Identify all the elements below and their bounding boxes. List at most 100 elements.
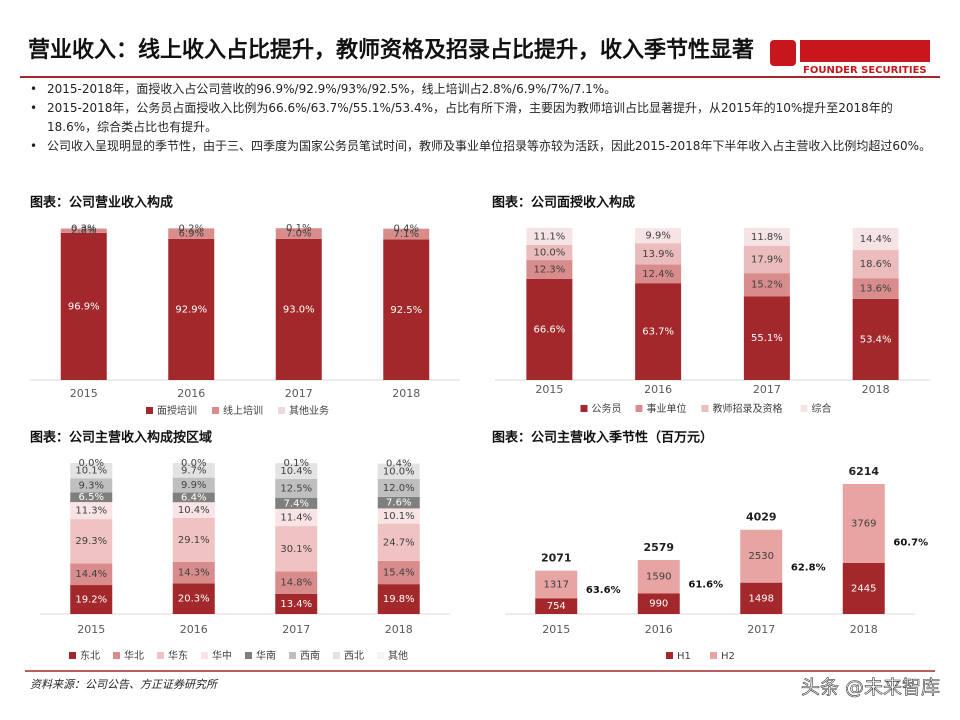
bar-segment — [172, 477, 215, 493]
legend-label: 华中 — [212, 649, 232, 662]
value-label: 0.0% — [79, 458, 104, 469]
share-label: 61.6% — [688, 579, 723, 590]
bar-segment — [383, 228, 430, 240]
legend-label: 事业单位 — [647, 402, 687, 415]
share-label: 63.6% — [586, 585, 621, 596]
bar-segment — [635, 283, 682, 380]
legend-label: 教师招录及资格 — [713, 402, 783, 415]
legend-swatch — [800, 405, 808, 412]
slide-title: 营业收入：线上收入占比提升，教师资格及招录占比提升，收入季节性显著 — [28, 38, 755, 63]
bar-segment — [275, 571, 318, 594]
legend-label: H1 — [677, 651, 691, 662]
bar-segment — [637, 593, 680, 614]
bar-segment — [377, 523, 420, 561]
bar-segment — [168, 238, 215, 380]
value-label: 19.8% — [383, 594, 415, 605]
bar-segment — [275, 228, 322, 239]
value-label: 66.6% — [533, 324, 565, 335]
bullets: 2015-2018年，面授收入占公司营收的96.9%/92.9%/93%/92.… — [30, 80, 935, 156]
value-label: 93.0% — [283, 304, 315, 315]
bar-segment — [740, 582, 783, 614]
bar-segment — [377, 463, 420, 479]
bullet: 公司收入呈现明显的季节性，由于三、四季度为国家公务员笔试时间，教师及事业单位招录… — [30, 137, 935, 156]
legend-swatch — [157, 652, 164, 659]
total-label: 6214 — [848, 465, 879, 478]
value-label: 11.3% — [75, 506, 107, 517]
value-label: 10.4% — [280, 466, 312, 477]
value-label: 29.1% — [178, 535, 210, 546]
bar-segment — [377, 463, 420, 464]
bar-segment — [377, 508, 420, 524]
bar-segment — [852, 249, 899, 279]
value-label: 11.1% — [533, 231, 565, 242]
value-label: 63.7% — [642, 327, 674, 338]
value-label: 1590 — [646, 572, 671, 583]
bar-segment — [377, 496, 420, 509]
value-label: 0.4% — [386, 458, 411, 469]
value-label: 10.0% — [383, 466, 415, 477]
logo-text: FOUNDER SECURITIES — [803, 65, 927, 76]
value-label: 6.9% — [179, 229, 204, 240]
legend-swatch — [146, 407, 153, 414]
legend-swatch — [113, 652, 120, 659]
legend-label: 西北 — [344, 650, 364, 662]
watermark: 头条 @未来智库 — [801, 677, 940, 699]
value-label: 12.3% — [533, 264, 565, 275]
legend-label: 华北 — [124, 649, 144, 662]
total-label: 2071 — [541, 552, 572, 565]
value-label: 18.6% — [860, 259, 892, 270]
legend-swatch — [635, 405, 643, 412]
x-tick-label: 2017 — [282, 623, 310, 636]
total-label: 2579 — [643, 541, 674, 554]
value-label: 9.7% — [181, 465, 206, 476]
bar-segment — [526, 260, 573, 279]
value-label: 0.3% — [71, 223, 96, 234]
x-tick-label: 2015 — [77, 623, 105, 636]
bar-segment — [377, 560, 420, 585]
value-label: 20.3% — [178, 594, 210, 605]
legend-swatch — [580, 405, 588, 412]
value-label: 10.0% — [533, 247, 565, 258]
x-tick-label: 2017 — [285, 387, 313, 400]
value-label: 0.1% — [284, 458, 309, 469]
value-label: 2530 — [749, 551, 774, 562]
value-label: 2445 — [851, 583, 876, 594]
bar-segment — [637, 560, 680, 594]
bullet: 2015-2018年，面授收入占公司营收的96.9%/92.9%/93%/92.… — [30, 80, 935, 99]
value-label: 15.2% — [751, 280, 783, 291]
bar-segment — [70, 585, 113, 614]
value-label: 3769 — [851, 518, 876, 529]
value-label: 30.1% — [280, 544, 312, 555]
value-label: 6.4% — [181, 492, 206, 503]
bar-segment — [526, 278, 573, 380]
value-label: 990 — [649, 599, 668, 610]
x-tick-label: 2016 — [644, 383, 672, 396]
bar-segment — [635, 243, 682, 265]
bar-segment — [852, 298, 899, 380]
bar-segment — [172, 517, 215, 562]
bar-segment — [526, 244, 573, 261]
bar-segment — [842, 484, 885, 563]
x-tick-label: 2016 — [180, 623, 208, 636]
value-label: 6.5% — [79, 492, 104, 503]
x-tick-label: 2018 — [392, 387, 420, 400]
value-label: 7.4% — [284, 498, 309, 509]
value-label: 9.9% — [181, 480, 206, 491]
bar-segment — [70, 492, 113, 503]
value-label: 1317 — [544, 579, 569, 590]
bar-segment — [743, 296, 790, 380]
value-label: 13.6% — [860, 283, 892, 294]
legend-swatch — [701, 405, 709, 412]
legend-swatch — [289, 652, 296, 659]
value-label: 92.9% — [175, 304, 207, 315]
bar-segment — [635, 264, 682, 284]
value-label: 7.6% — [386, 498, 411, 509]
legend-swatch — [245, 652, 252, 659]
bar-segment — [275, 508, 318, 527]
value-label: 15.4% — [383, 568, 415, 579]
value-label: 53.4% — [860, 334, 892, 345]
legend-swatch — [278, 407, 285, 414]
value-label: 14.3% — [178, 568, 210, 579]
value-label: 92.5% — [390, 305, 422, 316]
x-tick-label: 2018 — [862, 383, 890, 396]
